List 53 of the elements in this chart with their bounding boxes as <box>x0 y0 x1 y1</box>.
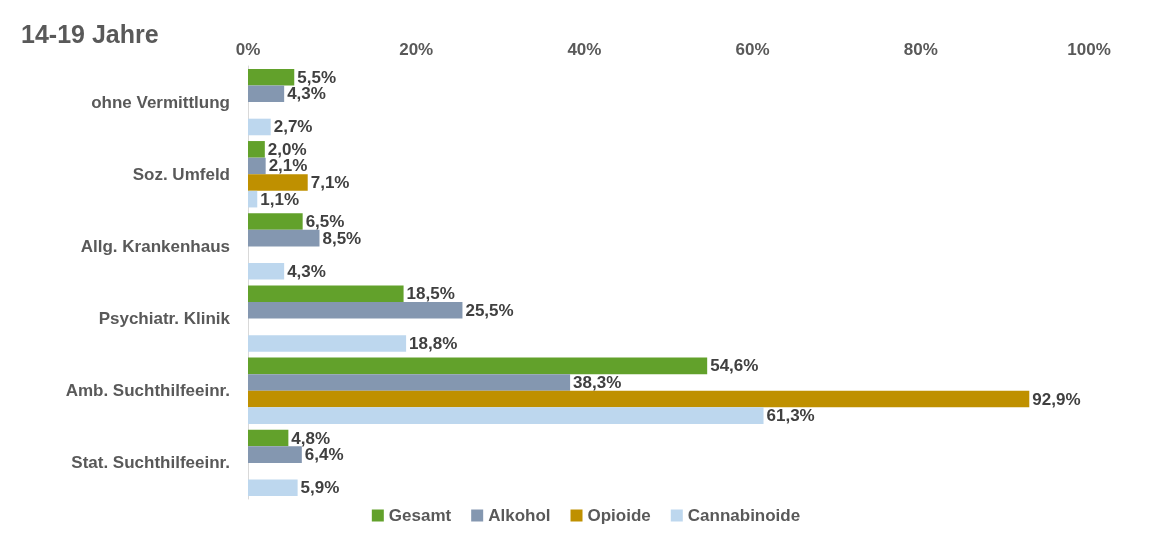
data-label: 7,1% <box>310 173 350 193</box>
y-tick-label: Allg. Krankenhaus <box>80 236 230 256</box>
data-label: 54,6% <box>710 356 759 376</box>
legend-label: Gesamt <box>388 506 452 525</box>
x-tick-label: 20% <box>399 40 434 59</box>
bar <box>248 174 308 191</box>
data-label: 5,9% <box>300 478 340 498</box>
x-tick-label: 60% <box>735 40 770 59</box>
data-label: 5,5% <box>297 67 337 87</box>
bar <box>248 157 266 175</box>
y-tick-label: ohne Vermittlung <box>91 92 230 112</box>
data-label: 61,3% <box>766 406 815 426</box>
bar <box>248 263 285 280</box>
bar <box>248 68 295 86</box>
bar <box>248 229 320 247</box>
data-label: 25,5% <box>465 300 514 320</box>
legend-label: Opioide <box>587 506 651 525</box>
bar <box>248 374 571 391</box>
bar <box>248 285 404 302</box>
bar <box>248 301 463 319</box>
y-tick-label: Soz. Umfeld <box>132 164 230 184</box>
data-label: 2,7% <box>273 117 313 137</box>
data-label: 92,9% <box>1032 389 1081 409</box>
bar <box>248 429 289 447</box>
x-tick-label: 100% <box>1067 40 1111 59</box>
bar <box>248 390 1030 408</box>
data-label: 4,3% <box>287 261 326 281</box>
bar <box>248 407 764 424</box>
data-label: 1,1% <box>260 189 299 209</box>
bar <box>248 190 258 208</box>
bar <box>248 335 407 352</box>
data-label: 6,4% <box>304 445 344 465</box>
x-tick-label: 80% <box>903 40 938 59</box>
bar <box>248 446 302 463</box>
bar <box>248 141 265 158</box>
y-tick-label: Amb. Suchthilfeeinr. <box>65 381 230 401</box>
bar <box>248 85 285 103</box>
data-label: 38,3% <box>573 372 622 392</box>
y-tick-label: Psychiatr. Klinik <box>98 309 231 329</box>
bar <box>248 213 303 230</box>
data-label: 2,0% <box>267 139 307 159</box>
bar <box>248 357 708 375</box>
bar <box>248 479 298 497</box>
y-tick-label: Stat. Suchthilfeeinr. <box>71 453 230 473</box>
bar <box>248 118 271 136</box>
data-label: 18,8% <box>409 333 458 353</box>
data-label: 18,5% <box>406 284 455 304</box>
legend-label: Cannabinoide <box>687 506 801 525</box>
data-label: 4,8% <box>291 428 331 448</box>
x-tick-label: 0% <box>235 40 261 59</box>
x-tick-label: 40% <box>567 40 602 59</box>
chart-title: 14-19 Jahre <box>21 19 159 48</box>
legend-label: Alkohol <box>488 506 551 525</box>
